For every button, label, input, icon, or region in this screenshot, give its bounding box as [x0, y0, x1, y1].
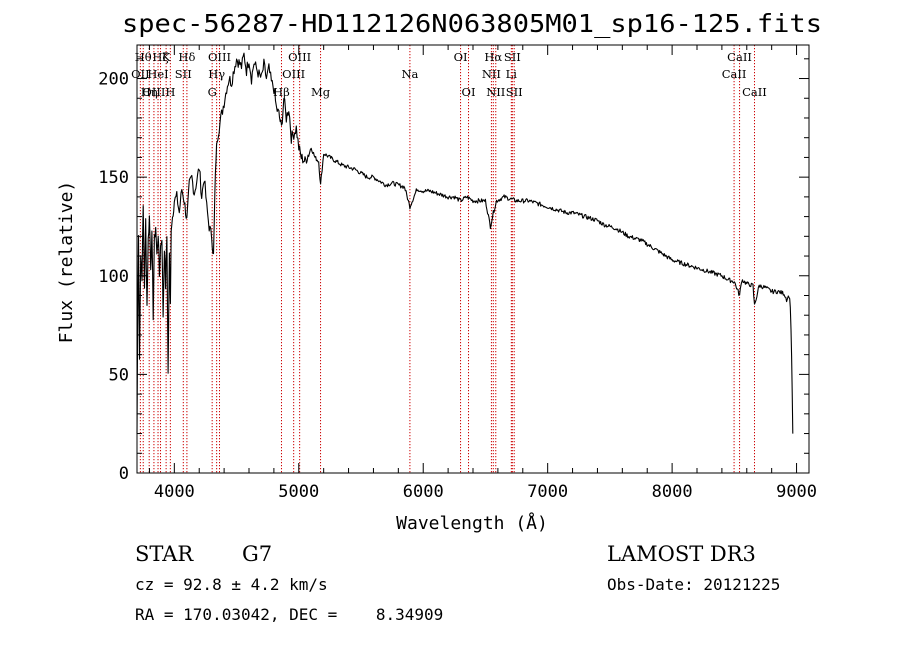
line-label-1: Hθ [135, 50, 152, 64]
x-axis: 4000 5000 6000 7000 8000 9000 [148, 45, 817, 502]
redshift-cz: cz = 92.8 ± 4.2 km/s [135, 575, 328, 594]
line-label-3: OIII [142, 85, 165, 99]
line-label-13: Hβ [273, 85, 290, 99]
line-label-16: Mg [311, 85, 331, 99]
line-label-2: Hη [141, 85, 158, 99]
object-subclass: G7 [242, 542, 272, 566]
x-tick-label-0: 4000 [154, 482, 195, 502]
line-label-25: SII [506, 85, 523, 99]
object-class: STAR [135, 542, 194, 566]
x-axis-label: Wavelength (Å) [396, 512, 548, 534]
survey-name: LAMOST DR3 [607, 542, 756, 566]
x-tick-label-2: 6000 [403, 482, 444, 502]
plot-frame [136, 44, 810, 474]
emission-line-markers [139, 45, 755, 473]
line-label-9: Hδ [178, 50, 195, 64]
y-tick-label-4: 200 [98, 70, 129, 90]
line-label-4: HeI [147, 67, 168, 81]
line-label-5: Hζ [152, 50, 168, 64]
y-tick-label-0: 0 [119, 464, 129, 484]
y-axis-label: Flux (relative) [56, 181, 77, 344]
obs-date: Obs-Date: 20121225 [607, 575, 780, 594]
x-tick-label-3: 7000 [527, 482, 568, 502]
y-tick-label-1: 50 [109, 365, 129, 385]
line-label-20: NII [482, 67, 501, 81]
line-label-23: Li [506, 67, 518, 81]
y-tick-label-3: 150 [98, 168, 129, 188]
line-label-12: OIII [208, 50, 231, 64]
ra-dec: RA = 170.03042, DEC = 8.34909 [135, 605, 443, 624]
x-tick-label-4: 8000 [652, 482, 693, 502]
line-label-15: OIII [288, 50, 311, 64]
line-label-0: OII [131, 67, 150, 81]
spectrum-line [136, 52, 794, 434]
y-axis: 0 50 100 150 200 [98, 58, 809, 484]
y-tick-label-2: 100 [98, 267, 129, 287]
line-label-26: CaII [722, 67, 747, 81]
line-label-21: Hα [484, 50, 502, 64]
line-label-27: CaII [727, 50, 752, 64]
chart-title: spec-56287-HD112126N063805M01_sp16-125.f… [122, 9, 822, 38]
line-label-18: OI [454, 50, 468, 64]
line-label-14: OIII [282, 67, 305, 81]
line-label-24: SII [504, 50, 521, 64]
line-label-10: G [208, 85, 217, 99]
line-label-28: CaII [742, 85, 767, 99]
line-label-6: K [162, 50, 171, 64]
line-label-19: OI [462, 85, 476, 99]
x-tick-label-1: 5000 [278, 482, 319, 502]
x-tick-label-5: 9000 [776, 482, 817, 502]
line-label-8: SII [175, 67, 192, 81]
emission-line-labels: OIIHθHηOIIIHeIHζKHSIIHδGHγOIIIHβOIIIOIII… [131, 50, 767, 99]
line-label-7: H [165, 85, 175, 99]
line-label-11: Hγ [208, 67, 225, 81]
line-label-17: Na [401, 67, 418, 81]
line-label-22: NII [486, 85, 505, 99]
